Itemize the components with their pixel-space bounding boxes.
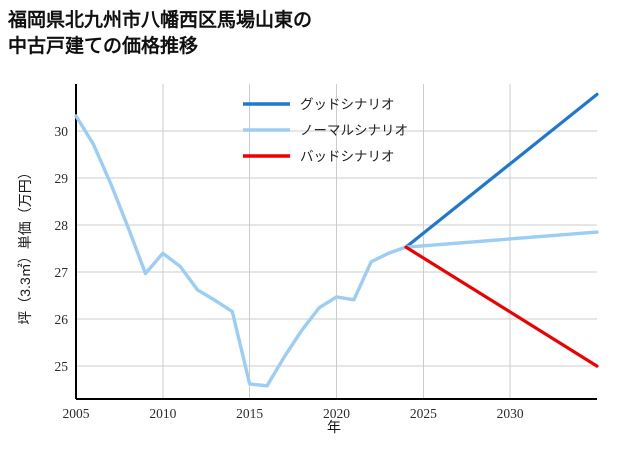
series-line <box>404 92 599 249</box>
y-tick-label: 29 <box>55 171 69 186</box>
y-tick-label: 26 <box>55 312 69 327</box>
y-tick-labels-group: 25 26 27 28 29 30 <box>55 124 69 374</box>
x-tick-label: 2030 <box>497 406 524 421</box>
x-tick-label: 2015 <box>236 406 263 421</box>
x-tick-labels-group: 2005 2010 2015 2020 2025 2030 <box>63 406 524 421</box>
x-tick-label: 2025 <box>410 406 437 421</box>
legend-label: バッドシナリオ <box>300 149 395 164</box>
x-tick-label: 2010 <box>149 406 176 421</box>
axis-lines-group <box>74 84 597 401</box>
y-tick-label: 27 <box>55 265 69 280</box>
series-line <box>74 114 599 388</box>
y-tick-label: 25 <box>55 359 69 374</box>
x-tick-label: 2020 <box>323 406 350 421</box>
legend-label: ノーマルシナリオ <box>300 123 408 138</box>
chart-title: 福岡県北九州市八幡西区馬場山東の 中古戸建ての価格推移 <box>8 10 313 57</box>
legend-label: グッドシナリオ <box>300 97 395 112</box>
x-tick-label: 2005 <box>63 406 90 421</box>
y-tick-label: 30 <box>55 124 69 139</box>
y-axis-title: 坪（3.3㎡）単価（万円） <box>17 165 33 324</box>
series-line <box>404 245 599 368</box>
series-lines-group <box>74 92 599 388</box>
x-axis-title: 年 <box>327 419 341 435</box>
y-tick-label: 28 <box>55 218 69 233</box>
